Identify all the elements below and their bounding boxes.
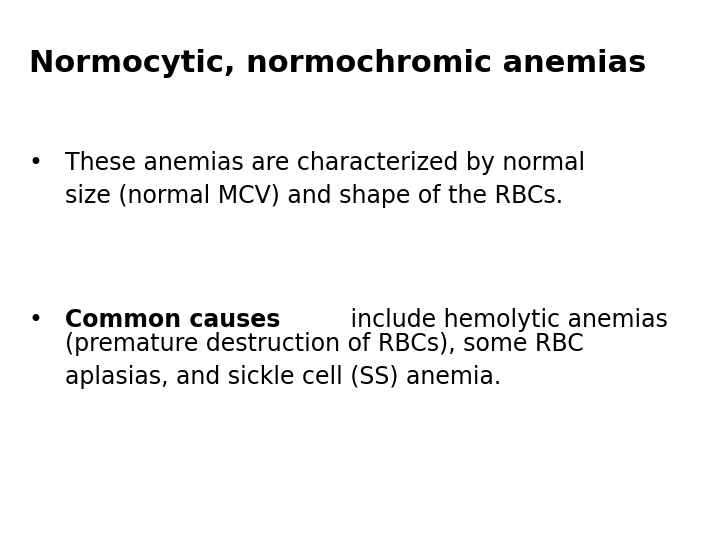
Text: Normocytic, normochromic anemias: Normocytic, normochromic anemias [29, 49, 646, 78]
Text: These anemias are characterized by normal
size (normal MCV) and shape of the RBC: These anemias are characterized by norma… [65, 151, 585, 208]
Text: include hemolytic anemias: include hemolytic anemias [343, 308, 667, 332]
Text: •: • [29, 151, 42, 175]
Text: Common causes: Common causes [65, 308, 280, 332]
Text: (premature destruction of RBCs), some RBC
aplasias, and sickle cell (SS) anemia.: (premature destruction of RBCs), some RB… [65, 333, 583, 389]
Text: •: • [29, 308, 42, 332]
